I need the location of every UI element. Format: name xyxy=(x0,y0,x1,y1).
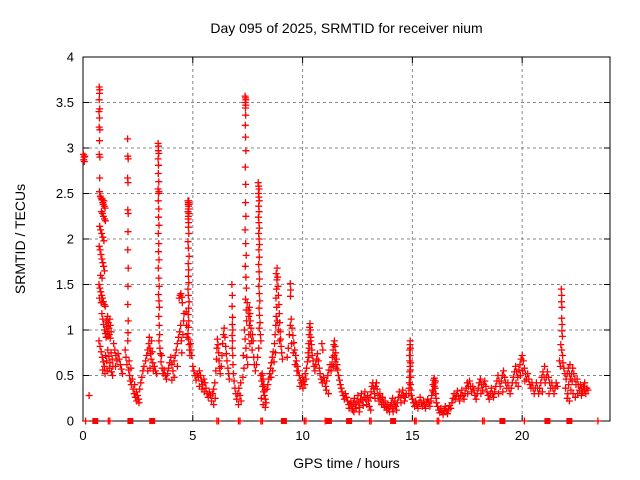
zero-flag-square-marker xyxy=(280,418,287,424)
x-tick-label: 20 xyxy=(515,428,529,443)
y-tick-label: 0.5 xyxy=(56,368,74,383)
y-tick-label: 2 xyxy=(67,232,74,247)
y-tick-label: 0 xyxy=(67,414,74,429)
zero-flag-square-marker xyxy=(149,418,156,424)
y-tick-label: 1 xyxy=(67,323,74,338)
zero-flag-square-marker xyxy=(544,418,551,424)
scatter-plus-markers xyxy=(79,83,602,425)
y-tick-label: 3.5 xyxy=(56,95,74,110)
zero-flag-square-marker xyxy=(92,418,99,424)
zero-flag-square-marker xyxy=(325,418,332,424)
zero-flag-square-marker xyxy=(127,418,134,424)
axis-ticks xyxy=(82,56,610,422)
x-tick-label: 0 xyxy=(79,428,86,443)
x-axis-label: GPS time / hours xyxy=(293,455,400,471)
y-tick-label: 4 xyxy=(67,50,74,65)
zero-flag-square-marker xyxy=(566,418,573,424)
zero-flag-square-marker xyxy=(390,418,397,424)
chart-title: Day 095 of 2025, SRMTID for receiver niu… xyxy=(210,20,483,36)
grid-lines xyxy=(83,57,610,421)
zero-flag-square-marker xyxy=(346,418,353,424)
x-tick-label: 5 xyxy=(189,428,196,443)
zero-flag-square-marker xyxy=(499,418,506,424)
y-tick-label: 3 xyxy=(67,141,74,156)
y-tick-label: 2.5 xyxy=(56,186,74,201)
y-tick-label: 1.5 xyxy=(56,277,74,292)
x-tick-label: 15 xyxy=(405,428,419,443)
x-tick-label: 10 xyxy=(295,428,309,443)
